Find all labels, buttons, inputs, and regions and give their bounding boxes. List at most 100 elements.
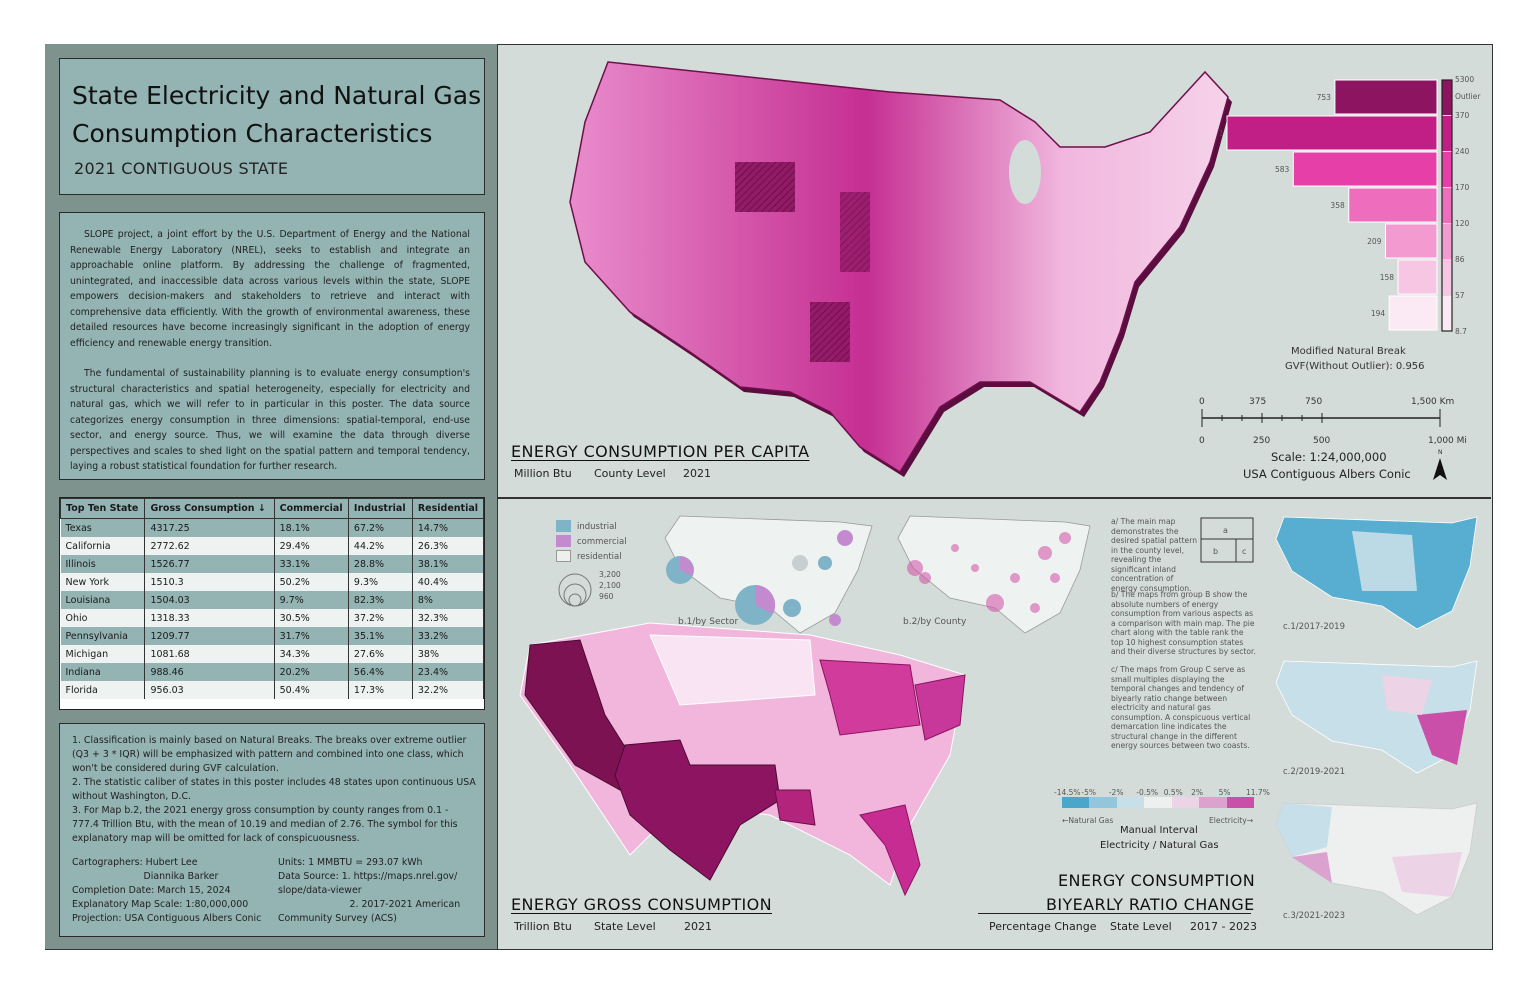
state-plains <box>649 634 816 706</box>
ratio-legend-swatch <box>1089 797 1117 808</box>
col-header-industrial[interactable]: Industrial <box>347 498 413 519</box>
histogram-break-label: 86 <box>1455 255 1465 264</box>
legend-size-3200: 3,200 <box>599 570 621 579</box>
cell: 44.2% <box>348 537 413 555</box>
north-arrow-icon <box>1433 458 1447 480</box>
credits-right: Units: 1 MMBTU = 293.07 kWh Data Source:… <box>278 857 461 924</box>
cell: 31.7% <box>274 627 349 645</box>
ratio-legend-swatch <box>1171 797 1200 808</box>
map-c3-label: c.3/2021-2023 <box>1283 911 1345 921</box>
intro-box: SLOPE project, a joint effort by the U.S… <box>59 212 485 480</box>
histogram-outlier-label: Outlier <box>1455 92 1481 101</box>
outlier-region <box>840 192 870 272</box>
histogram-break-label: 370 <box>1455 111 1470 120</box>
map-a-unit: Million Btu <box>514 467 572 480</box>
great-lakes <box>1009 140 1041 204</box>
table-row: New York 1510.3 50.2% 9.3% 40.4% <box>60 573 485 591</box>
scale-km-3: 1,500 Km <box>1411 397 1455 407</box>
map-b-level: State Level <box>594 920 656 933</box>
legend-color-ramp-swatch <box>1442 188 1452 223</box>
histogram-count-label: 158 <box>1380 273 1395 282</box>
cell: Illinois <box>60 555 146 573</box>
col-header-commercial[interactable]: Commercial <box>273 498 349 519</box>
table-row: Florida 956.03 50.4% 17.3% 32.2% <box>60 681 485 699</box>
cell: 29.4% <box>274 537 349 555</box>
cell: 956.03 <box>144 681 275 699</box>
histogram-legend: 753 852 583 358 209 158 194 5300 370 240 170 120 86 5… <box>1220 75 1481 336</box>
cell: 67.2% <box>348 518 413 537</box>
histogram-break-label: 8.7 <box>1455 327 1467 336</box>
cell: 1504.03 <box>144 591 275 609</box>
histogram-bar <box>1226 115 1438 151</box>
scale-km-0: 0 <box>1199 397 1205 407</box>
cell: 17.3% <box>348 681 413 699</box>
map-c3-small-multiple <box>1275 802 1478 916</box>
col-header-state[interactable]: Top Ten State <box>59 498 146 519</box>
title-line-2: Consumption Characteristics <box>72 119 433 148</box>
scale-km-1: 375 <box>1249 397 1267 407</box>
ratio-legend-break-label: -14.5% <box>1054 788 1081 797</box>
proportional-symbol-legend <box>558 573 592 607</box>
map-b1-label: b.1/by Sector <box>678 617 739 627</box>
cell: Florida <box>60 681 146 699</box>
cell: 18.1% <box>274 518 349 537</box>
pie-texas <box>735 584 776 625</box>
legend-label-commercial: commercial <box>577 537 627 547</box>
horizontal-divider <box>497 497 1491 499</box>
ratio-legend-swatch <box>1116 797 1145 808</box>
pie-new-york <box>837 530 853 546</box>
histogram-count-label: 852 <box>1220 129 1223 138</box>
cell: 38.1% <box>412 555 485 573</box>
layout-key-b: b <box>1213 547 1219 556</box>
map-c1-small-multiple <box>1275 516 1478 630</box>
ratio-legend-break-label: -2% <box>1108 788 1124 797</box>
cell: Michigan <box>60 645 146 663</box>
scale-bar <box>1201 409 1441 427</box>
map-a-choropleth <box>569 61 1232 477</box>
state-texas <box>614 739 781 881</box>
ratio-legend-swatch <box>1226 797 1254 808</box>
intro-paragraph-2: The fundamental of sustainability planni… <box>70 368 470 472</box>
cell: New York <box>60 573 146 591</box>
cell: California <box>60 537 146 555</box>
col-header-residential[interactable]: Residential <box>411 498 485 519</box>
projection-text: USA Contiguous Albers Conic <box>1243 467 1411 481</box>
legend-interval-label: Manual Interval <box>1120 825 1198 836</box>
map-c1-label: c.1/2017-2019 <box>1283 622 1345 632</box>
histogram-bar <box>1292 151 1438 187</box>
col-header-gross[interactable]: Gross Consumption ↓ <box>144 498 275 519</box>
histogram-count-label: 209 <box>1367 237 1382 246</box>
map-c-heading-2: BIYEARLY RATIO CHANGE <box>1046 895 1255 914</box>
layout-key-a: a <box>1223 526 1228 535</box>
map-b2-county-bubbles <box>897 515 1091 634</box>
cell: 32.2% <box>412 681 485 699</box>
histogram-break-label: 5300 <box>1455 75 1474 84</box>
cell: 8% <box>412 591 485 609</box>
map-b-unit: Trillion Btu <box>514 920 572 933</box>
ratio-legend-swatch <box>1062 797 1090 808</box>
cell: 27.6% <box>348 645 413 663</box>
map-c-heading-rule <box>978 913 1251 914</box>
intro-text: SLOPE project, a joint effort by the U.S… <box>70 227 470 490</box>
legend-natural-gas-label: ←Natural Gas <box>1062 816 1114 825</box>
histogram-bar <box>1397 259 1438 295</box>
scale-text: Scale: 1:24,000,000 <box>1271 450 1387 464</box>
legend-size-2100: 2,100 <box>599 581 621 590</box>
cell: 40.4% <box>412 573 485 591</box>
state-florida <box>859 804 921 897</box>
ratio-legend-swatch <box>1144 797 1172 808</box>
histogram-bar <box>1334 79 1438 115</box>
table-row: Ohio 1318.33 30.5% 37.2% 32.3% <box>60 609 485 627</box>
note-c-text: c/ The maps from Group C serve as small … <box>1111 665 1251 750</box>
legend-color-ramp-swatch <box>1442 152 1452 187</box>
map-b-year: 2021 <box>684 920 712 933</box>
cell: 1526.77 <box>144 555 275 573</box>
cell: 26.3% <box>412 537 485 555</box>
note-3: 3. For Map b.2, the 2021 energy gross co… <box>72 805 458 844</box>
cell: 32.3% <box>412 609 485 627</box>
legend-color-ramp-swatch <box>1442 224 1452 259</box>
cell: 23.4% <box>412 663 485 681</box>
usa-outline <box>569 61 1229 474</box>
title-line-1: State Electricity and Natural Gas <box>72 81 482 110</box>
histogram-bar <box>1348 187 1438 223</box>
